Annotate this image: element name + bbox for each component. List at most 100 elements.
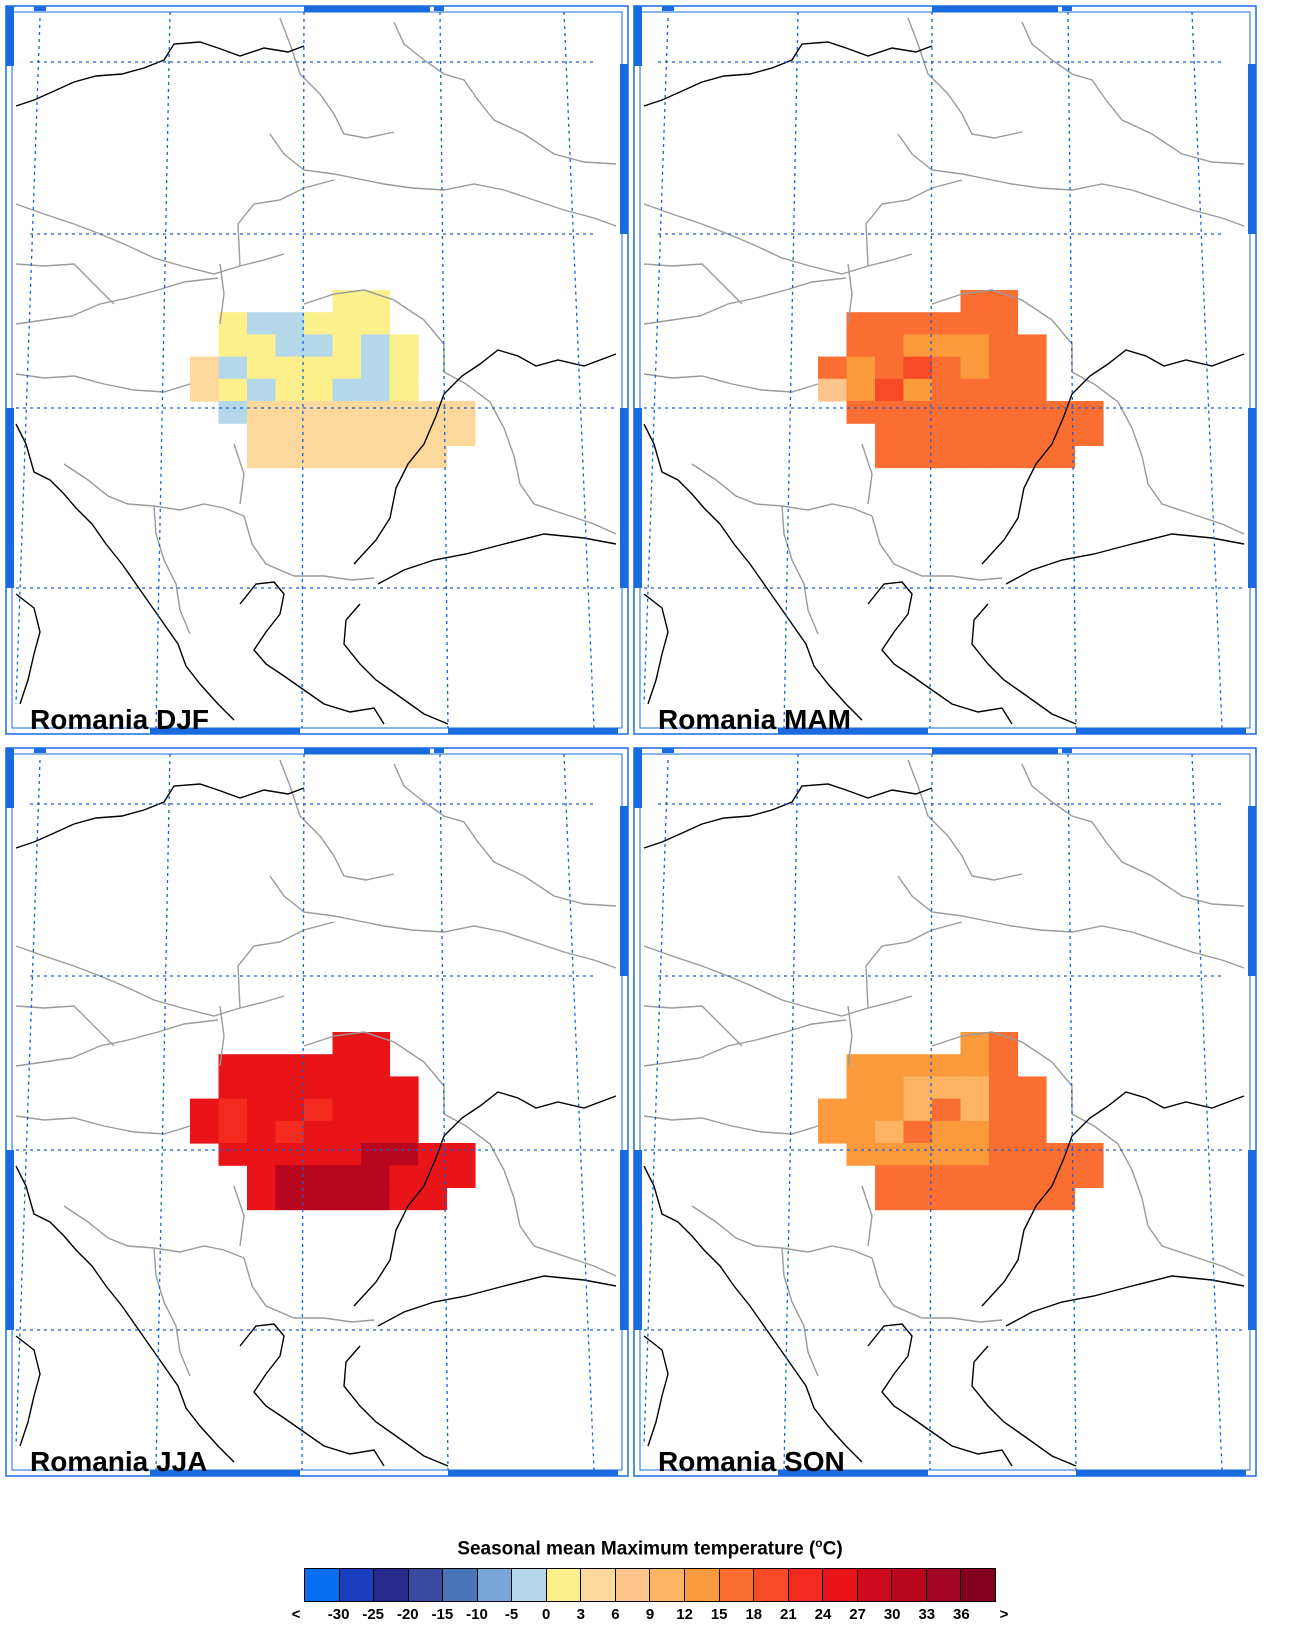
country-borders: [643, 17, 1245, 635]
grid-cell: [989, 356, 1019, 380]
grid-cell: [875, 1165, 905, 1188]
grid-cell: [960, 1054, 990, 1077]
frame-segment: [448, 728, 618, 734]
grid-cell: [332, 312, 362, 335]
grid-cell: [275, 401, 305, 424]
grid-cell: [218, 1143, 248, 1166]
grid-cell: [275, 1054, 305, 1077]
grid-cell: [332, 423, 362, 446]
colorbar-box-10: [650, 1569, 686, 1601]
grid-cell: [903, 312, 933, 335]
grid-cell: [903, 1120, 933, 1144]
colorbar-tick-0: <: [291, 1606, 301, 1623]
grid-cell: [1017, 1165, 1047, 1188]
colorbar-tick-11: 12: [676, 1606, 693, 1623]
grid-cell: [960, 1187, 990, 1211]
grid-cell: [389, 1143, 419, 1166]
grid-cell: [932, 1120, 962, 1144]
grid-cell: [903, 1098, 933, 1122]
grid-cell: [361, 1076, 391, 1100]
grid-cell: [275, 378, 305, 402]
grid-cell: [247, 1054, 277, 1077]
grid-cell: [275, 356, 305, 380]
grid-cell: [932, 1054, 962, 1077]
frame-segment: [434, 748, 444, 753]
grid-cell: [960, 1098, 990, 1122]
colorbar-boxes: [304, 1568, 996, 1602]
frame-segment: [932, 748, 1058, 754]
temperature-grid: [190, 1032, 476, 1211]
frame-segment: [620, 64, 628, 234]
frame-segment: [434, 6, 444, 11]
grid-cell: [247, 423, 277, 446]
grid-cell: [989, 1076, 1019, 1100]
frame-segment: [448, 1470, 618, 1476]
grid-cell: [304, 1143, 334, 1166]
colorbar-box-19: [961, 1569, 995, 1601]
frame-segment: [778, 728, 928, 734]
coastlines: [643, 783, 1245, 1467]
grid-cell: [1017, 356, 1047, 380]
panel-label: Romania DJF: [30, 704, 209, 735]
grid-cell: [1017, 1120, 1047, 1144]
grid-cell: [247, 401, 277, 424]
grid-cell: [361, 1054, 391, 1077]
country-borders: [15, 759, 617, 1377]
frame-segment: [634, 1150, 642, 1330]
grid-cell: [332, 1032, 362, 1055]
frame-segment: [6, 6, 14, 66]
grid-cell: [960, 1143, 990, 1166]
grid-cell: [361, 356, 391, 380]
grid-cell: [932, 445, 962, 469]
frame-segment: [778, 1470, 928, 1476]
frame-segment: [304, 6, 430, 12]
colorbar-tick-8: 3: [576, 1606, 585, 1623]
graticule: [15, 753, 616, 1471]
grid-cell: [418, 445, 448, 469]
colorbar-box-9: [615, 1569, 651, 1601]
grid-cell: [418, 423, 448, 446]
grid-cell: [1017, 1076, 1047, 1100]
grid-cell: [1017, 1143, 1047, 1166]
grid-cell: [903, 1187, 933, 1211]
frame-segment: [1062, 6, 1072, 11]
panel-label: Romania MAM: [658, 704, 851, 735]
grid-cell: [389, 1098, 419, 1122]
grid-cell: [247, 1098, 277, 1122]
colorbar-box-17: [892, 1569, 927, 1601]
grid-cell: [932, 378, 962, 402]
colorbar-box-12: [719, 1569, 755, 1601]
grid-cell: [932, 356, 962, 380]
frame-segment: [634, 748, 642, 808]
colorbar-box-1: [339, 1569, 375, 1601]
grid-cell: [1074, 423, 1104, 446]
grid-cell: [446, 1165, 476, 1188]
grid-cell: [846, 1098, 876, 1122]
colorbar-box-6: [512, 1569, 547, 1601]
map-panel-mam: Romania MAM: [632, 4, 1266, 740]
grid-cell: [903, 445, 933, 469]
grid-cell: [818, 356, 848, 380]
grid-cell: [875, 423, 905, 446]
grid-cell: [247, 1187, 277, 1211]
grid-cell: [846, 334, 876, 358]
colorbar-box-11: [685, 1569, 720, 1601]
grid-cell: [218, 378, 248, 402]
grid-cell: [846, 312, 876, 335]
grid-cell: [218, 312, 248, 335]
grid-cell: [332, 1076, 362, 1100]
coastlines: [643, 41, 1245, 725]
grid-cell: [989, 401, 1019, 424]
grid-cell: [846, 1054, 876, 1077]
grid-cell: [218, 401, 248, 424]
grid-cell: [932, 1165, 962, 1188]
grid-cell: [275, 1143, 305, 1166]
grid-cell: [818, 1098, 848, 1122]
grid-cell: [304, 312, 334, 335]
grid-cell: [275, 1076, 305, 1100]
grid-cell: [332, 378, 362, 402]
grid-cell: [846, 1143, 876, 1166]
grid-cell: [960, 1120, 990, 1144]
frame-segment: [662, 748, 674, 753]
grid-cell: [389, 401, 419, 424]
